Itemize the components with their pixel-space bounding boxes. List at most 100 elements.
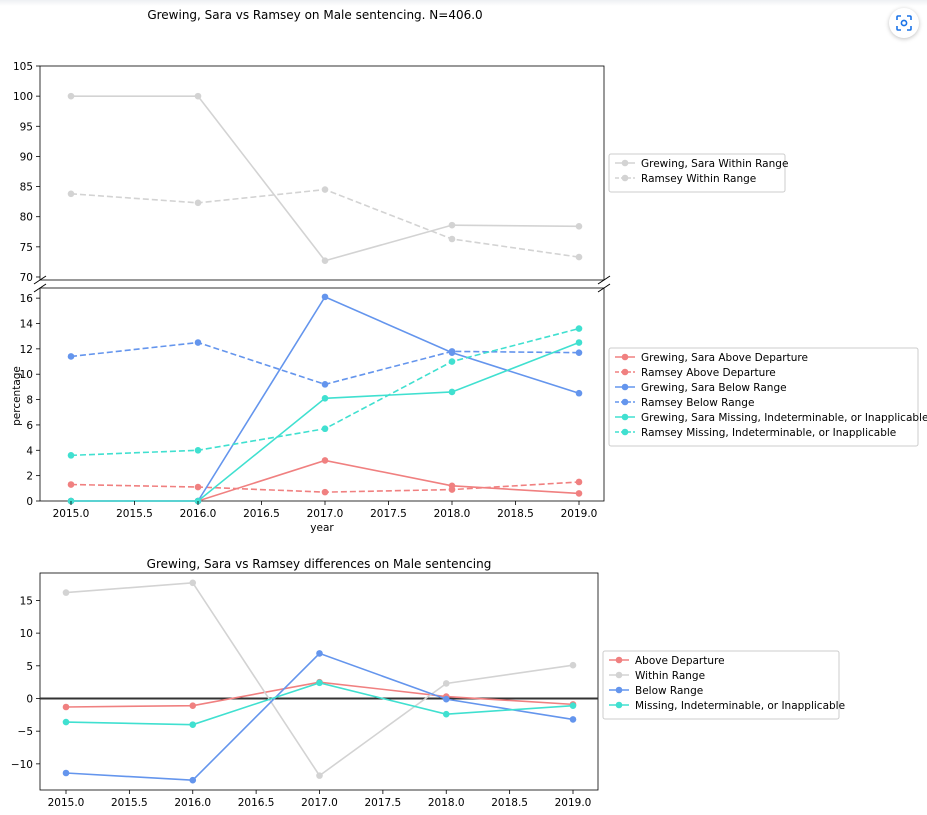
capture-button[interactable] [889,8,919,38]
chart-2-y-tick-label: 10 [20,628,33,640]
chart-1-upper-data-point [448,235,456,243]
chart-1-lower-data-point [575,490,583,497]
chart-1-upper-y-tick-label: 100 [13,91,33,103]
chart-1-lower-data-point [194,446,202,454]
chart-1-lower-y-tick-label: 8 [26,395,33,407]
chart-1-upper-data-point [67,92,75,100]
chart-1-upper-y-tick-label: 105 [13,61,33,73]
chart-2-data-point [189,721,197,728]
chart-1-lower-data-point [194,483,202,491]
chart-1-lower-legend-box [608,347,919,447]
chart-1-title: Grewing, Sara vs Ramsey on Male sentenci… [147,8,482,22]
chart-1-x-tick-label: 2016.5 [243,508,280,520]
chart-2-data-point [62,589,70,596]
chart-1-upper-data-point [67,190,75,198]
chart-2-x-tick-label: 2017.0 [301,797,338,809]
chart-2-data-point [189,776,197,784]
chart-1-upper-y-tick-label: 85 [20,182,33,194]
chart-1-lower-data-point [321,457,329,464]
chart-1-lower-data-point [67,481,75,488]
chart-1-lower-data-point [575,349,583,356]
chart-1-upper-data-point [575,223,583,230]
chart-2-data-point [189,702,197,709]
chart-2-x-tick-label: 2017.5 [365,797,402,809]
chart-1-upper-legend-swatch-marker [621,174,629,182]
chart-2-data-point [316,679,323,687]
chart-1-upper-legend-box [608,153,786,193]
chart-2-data-point [62,769,70,777]
chart-2-series-line [65,681,574,726]
chart-1-lower-data-point [321,381,329,388]
chart-2-x-tick-label: 2015.5 [111,797,148,809]
chart-1-upper-series-line [70,188,580,258]
chart-2-title: Grewing, Sara vs Ramsey differences on M… [147,557,492,571]
chart-1-x-tick-label: 2017.5 [370,508,407,520]
scan-camera-icon [896,15,912,31]
chart-2-legend-swatch-marker [615,656,623,664]
chart-1-upper-y-tick-label: 75 [20,242,33,254]
chart-1-upper-y-tick-label: 70 [20,272,33,284]
chart-1-upper-y-tick-label: 80 [20,212,33,224]
chart-1-upper-data-point [575,253,583,261]
chart-2-x-tick-label: 2016.0 [174,797,211,809]
chart-1-lower-legend-swatch-marker [621,383,629,391]
chart-1-lower-data-point [448,348,456,355]
chart-1-lower-data-point [67,452,75,459]
chart-2-x-tick-label: 2018.0 [428,797,465,809]
chart-2-legend-swatch-marker [615,671,623,679]
chart-1-lower-data-point [321,395,329,402]
chart-1-lower-data-point [321,488,329,496]
chart-1-lower-y-tick-label: 6 [26,420,33,432]
chart-1-x-tick-label: 2015.0 [53,508,90,520]
chart-1-lower-data-point [575,325,583,332]
chart-2-x-tick-label: 2019.0 [555,797,592,809]
chart-1-lower-legend-label: Grewing, Sara Below Range [641,382,787,394]
chart-2-data-point [62,718,70,726]
chart-2-data-point [442,680,450,687]
chart-1-lower-y-tick-label: 16 [20,293,34,305]
chart-2-legend-label: Within Range [635,670,705,682]
chart-1-x-tick-label: 2018.5 [497,508,534,520]
chart-1-lower-series-line [71,341,580,502]
chart-2-data-point [316,650,323,657]
chart-2-y-tick-label: 0 [26,693,33,705]
chart-1-lower-data-point [575,389,583,397]
chart-1-lower-legend-label: Ramsey Missing, Indeterminable, or Inapp… [641,427,896,439]
chart-2-y-tick-label: −10 [11,759,33,771]
chart-2-x-tick-label: 2018.5 [491,797,528,809]
chart-1-lower-y-tick-label: 14 [20,319,34,331]
chart-1-upper-y-tick-label: 90 [20,151,33,163]
chart-2-legend-label: Below Range [635,685,703,697]
chart-1-lower-legend-swatch-marker [621,368,629,376]
chart-1-x-tick-label: 2017.0 [307,508,344,520]
chart-2-legend-swatch-marker [615,686,623,694]
chart-1-lower-legend-label: Grewing, Sara Missing, Indeterminable, o… [641,412,927,424]
chart-2-data-point [442,695,450,703]
chart-1-axis-break-mark [33,275,47,285]
chart-1-lower-data-point [575,478,583,486]
chart-2-legend-box [602,650,840,720]
chart-1-upper-frame [39,65,605,281]
chart-1-x-tick-label: 2016.0 [180,508,217,520]
chart-1-x-axis-label: year [310,522,334,534]
chart-1-upper-legend-swatch-marker [621,159,629,167]
chart-1-upper-data-point [448,221,456,229]
chart-1-axis-gap [39,281,41,287]
chart-2-data-point [316,772,323,779]
chart-1-lower-legend-swatch-marker [621,398,629,406]
chart-2-data-point [569,702,577,709]
chart-1-lower-legend-label: Ramsey Above Departure [641,367,776,379]
chart-1-lower-data-point [194,339,202,346]
chart-1-x-tick-label: 2015.5 [116,508,153,520]
chart-2-legend-swatch-marker [615,701,623,709]
window-top-bar [0,0,927,6]
chart-2-data-point [569,716,577,723]
chart-1-upper-series-line [71,95,580,262]
chart-2-data-point [62,703,70,711]
chart-1-lower-y-tick-label: 4 [26,445,33,457]
chart-1-upper-data-point [321,186,329,193]
chart-2-data-point [569,661,577,669]
chart-1-lower-y-tick-label: 0 [26,496,33,508]
chart-2-legend-label: Above Departure [635,655,725,667]
